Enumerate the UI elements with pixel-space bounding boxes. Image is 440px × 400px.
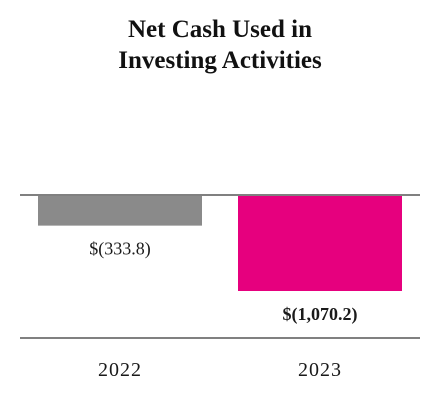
bar-2022 bbox=[38, 196, 202, 226]
data-label-2022: $(333.8) bbox=[89, 239, 151, 260]
category-label-2022: 2022 bbox=[98, 359, 142, 381]
category-label-2023: 2023 bbox=[298, 359, 342, 381]
data-labels-group: $(333.8) $(1,070.2) bbox=[89, 239, 357, 325]
bars-group bbox=[38, 196, 402, 291]
data-label-2023: $(1,070.2) bbox=[283, 304, 358, 325]
bar-2023 bbox=[238, 196, 402, 291]
category-labels-group: 2022 2023 bbox=[98, 359, 342, 381]
chart-title: Net Cash Used in Investing Activities bbox=[0, 14, 440, 76]
chart-title-line-2: Investing Activities bbox=[118, 47, 322, 74]
chart-title-line-1: Net Cash Used in bbox=[127, 16, 313, 43]
